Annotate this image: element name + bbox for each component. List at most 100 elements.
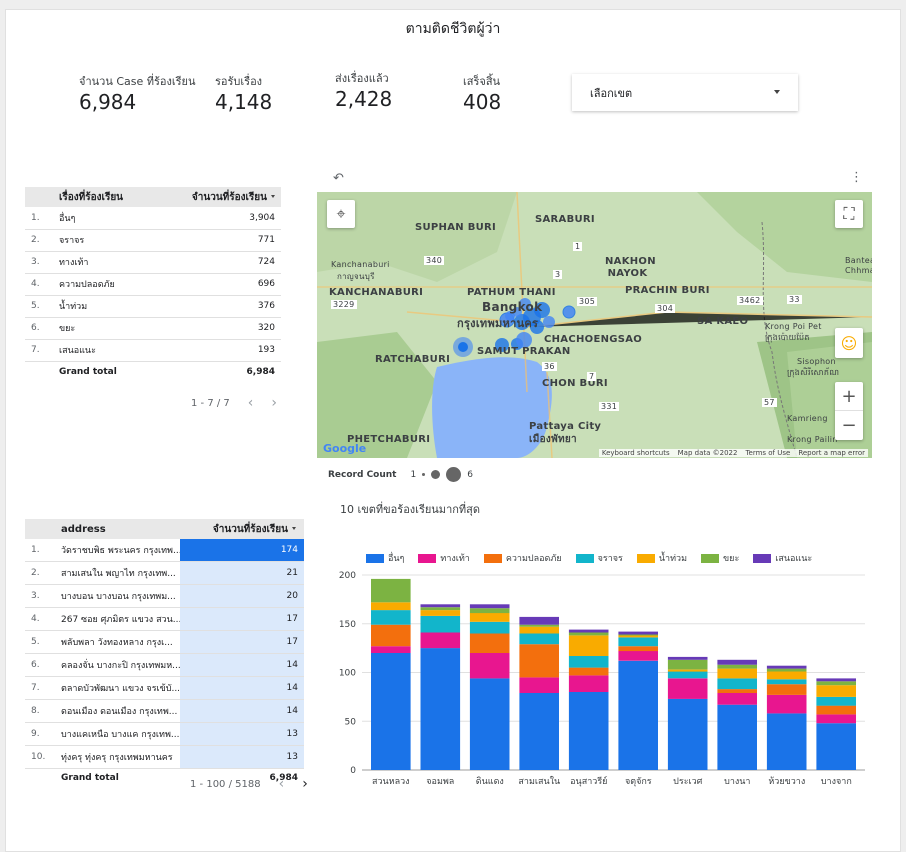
table-row[interactable]: 6. คลองจั่น บางกะปิ กรุงเทพมห... 14 (25, 653, 304, 677)
bar-segment (618, 651, 658, 661)
count-bar-cell: 21 (180, 561, 304, 585)
bar-segment (420, 648, 461, 770)
chevron-left-icon[interactable]: ‹ (278, 776, 285, 792)
zoom-controls: + − (835, 382, 863, 440)
keyboard-shortcuts-link[interactable]: Keyboard shortcuts (601, 449, 670, 457)
chevron-left-icon[interactable]: ‹ (247, 395, 254, 411)
bar-segment (519, 633, 559, 645)
legend-item[interactable]: ความปลอดภัย (483, 551, 562, 565)
bar-segment (519, 677, 559, 693)
x-tick-label: บางจาก (821, 777, 852, 787)
chevron-down-icon (774, 90, 780, 94)
bubble-size-legend: Record Count 1 6 (328, 467, 473, 482)
count-value: 17 (286, 637, 298, 647)
zoom-out-icon[interactable]: − (841, 414, 857, 436)
legend-item[interactable]: จราจร (575, 551, 623, 565)
district-filter-dropdown[interactable]: เลือกเขต (572, 74, 798, 111)
legend-swatch (418, 553, 437, 563)
map-label: กรุงเทพมหานคร (457, 317, 539, 330)
table-row[interactable]: 9. บางแคเหนือ บางแค กรุงเทพ... 13 (25, 722, 304, 746)
bar-segment (766, 671, 807, 680)
row-index: 6. (25, 653, 57, 677)
legend-swatch (483, 553, 502, 563)
count-bar-cell: 174 (180, 539, 304, 562)
table-row[interactable]: 2. จราจร 771 (25, 229, 281, 252)
legend-item[interactable]: เสนอแนะ (753, 551, 812, 565)
bar-segment (717, 659, 757, 665)
kpi-label: จำนวน Case ที่ร้องเรียน (79, 75, 196, 88)
count-cell: 724 (152, 251, 281, 274)
route-label: 57 (762, 398, 777, 407)
map-label: SAMUT PRAKAN (477, 346, 571, 357)
legend-item[interactable]: อื่นๆ (366, 551, 404, 565)
table-row[interactable]: 4. ความปลอดภัย 696 (25, 273, 281, 296)
bar-segment (469, 604, 510, 609)
table-row[interactable]: 3. บางบอน บางบอน กรุงเทพม... 20 (25, 584, 304, 608)
map-label: Kamrieng (787, 414, 828, 423)
count-bar-background (180, 562, 304, 584)
table-row[interactable]: 1. อื่นๆ 3,904 (25, 207, 281, 230)
column-header-address[interactable]: address (57, 519, 180, 539)
x-tick-label: ประเวศ (673, 777, 703, 787)
bar-segment (717, 693, 757, 705)
map-label: NAKHON NAYOK (605, 256, 656, 279)
page-title: ตามติดชีวิตผู้ว่า (405, 21, 501, 37)
report-map-error-link[interactable]: Report a map error (798, 449, 865, 457)
legend-item[interactable]: น้ำท่วม (636, 551, 688, 565)
row-index: 4. (25, 607, 57, 631)
kpi-total-cases: จำนวน Case ที่ร้องเรียน 6,984 (79, 72, 196, 114)
bar-segment (519, 616, 559, 625)
table-row[interactable]: 5. น้ำท่วม 376 (25, 295, 281, 318)
count-cell: 376 (152, 295, 281, 318)
bar-segment (618, 635, 658, 638)
row-index: 1. (25, 207, 55, 230)
table-row[interactable]: 10. ทุ่งครุ ทุ่งครุ กรุงเทพมหานคร 13 (25, 745, 304, 769)
kpi-value: 6,984 (79, 90, 137, 114)
column-header-topic[interactable]: เรื่องที่ร้องเรียน (55, 187, 153, 207)
kpi-value: 4,148 (215, 90, 273, 114)
stacked-bar-chart: 0 50 100 150 200 สวนหลวง จอมพล ดินแดง สามเสนใน อน… (339, 571, 865, 787)
kpi-label: รอรับเรื่อง (215, 75, 263, 88)
fullscreen-icon[interactable]: ⛶ (835, 200, 863, 228)
table-row[interactable]: 4. 267 ซอย ศุภมิตร แขวง สวน... 17 (25, 607, 304, 631)
table-row[interactable]: 3. ทางเท้า 724 (25, 251, 281, 274)
table-row[interactable]: 8. ดอนเมือง ดอนเมือง กรุงเทพ... 14 (25, 699, 304, 723)
legend-item[interactable]: ทางเท้า (418, 551, 470, 565)
legend-label: น้ำท่วม (658, 554, 688, 564)
more-vert-icon[interactable]: ⋮ (850, 170, 863, 185)
column-header-count[interactable]: จำนวนที่ร้องเรียน (180, 519, 304, 539)
table-row[interactable]: 7. ตลาดบัวพัฒนา แขวง จรเข้บั... 14 (25, 676, 304, 700)
chevron-right-icon[interactable]: › (271, 395, 277, 411)
sort-descending-icon (292, 527, 296, 530)
table-row[interactable]: 7. เสนอแนะ 193 (25, 339, 281, 362)
chevron-right-icon[interactable]: › (302, 776, 308, 792)
my-location-icon[interactable]: ⌖ (327, 200, 355, 228)
bubble-map[interactable]: SUPHAN BURI SARABURI Kanchanaburi กาญจนบ… (317, 192, 872, 458)
bar-segment (816, 678, 856, 682)
legend-item[interactable]: ขยะ (701, 551, 739, 565)
bar-segment (469, 608, 510, 614)
address-grand-total: Grand total 6,984 (25, 769, 304, 783)
x-tick-label: สามเสนใน (518, 776, 560, 787)
x-tick-label: จตุจักร (625, 777, 652, 787)
bar-segment (420, 610, 461, 616)
terms-of-use-link[interactable]: Terms of Use (745, 449, 791, 457)
column-header-count-label: จำนวนที่ร้องเรียน (212, 523, 288, 535)
street-view-pegman-icon[interactable]: ☺ (835, 328, 863, 358)
address-cell: ตลาดบัวพัฒนา แขวง จรเข้บั... (57, 676, 180, 700)
count-cell: 3,904 (152, 207, 281, 230)
count-bar-cell: 20 (180, 584, 304, 608)
bar-segment (371, 624, 411, 647)
bar-segment (519, 693, 559, 770)
bar-segment (816, 681, 856, 686)
column-header-count[interactable]: จำนวนที่ร้องเรียน (152, 187, 281, 207)
table-row[interactable]: 5. พลับพลา วังทองหลาง กรุงเ... 17 (25, 630, 304, 654)
undo-icon[interactable]: ↶ (333, 171, 344, 186)
table-row[interactable]: 2. สามเสนใน พญาไท กรุงเทพ... 21 (25, 561, 304, 585)
table-row[interactable]: 6. ขยะ 320 (25, 317, 281, 340)
legend-label: อื่นๆ (388, 554, 405, 564)
count-bar-cell: 13 (180, 722, 304, 746)
zoom-in-icon[interactable]: + (835, 382, 863, 411)
table-row[interactable]: 1. วัดราชบพิธ พระนคร กรุงเทพ... 174 (25, 539, 304, 562)
bar-segment (568, 667, 609, 676)
